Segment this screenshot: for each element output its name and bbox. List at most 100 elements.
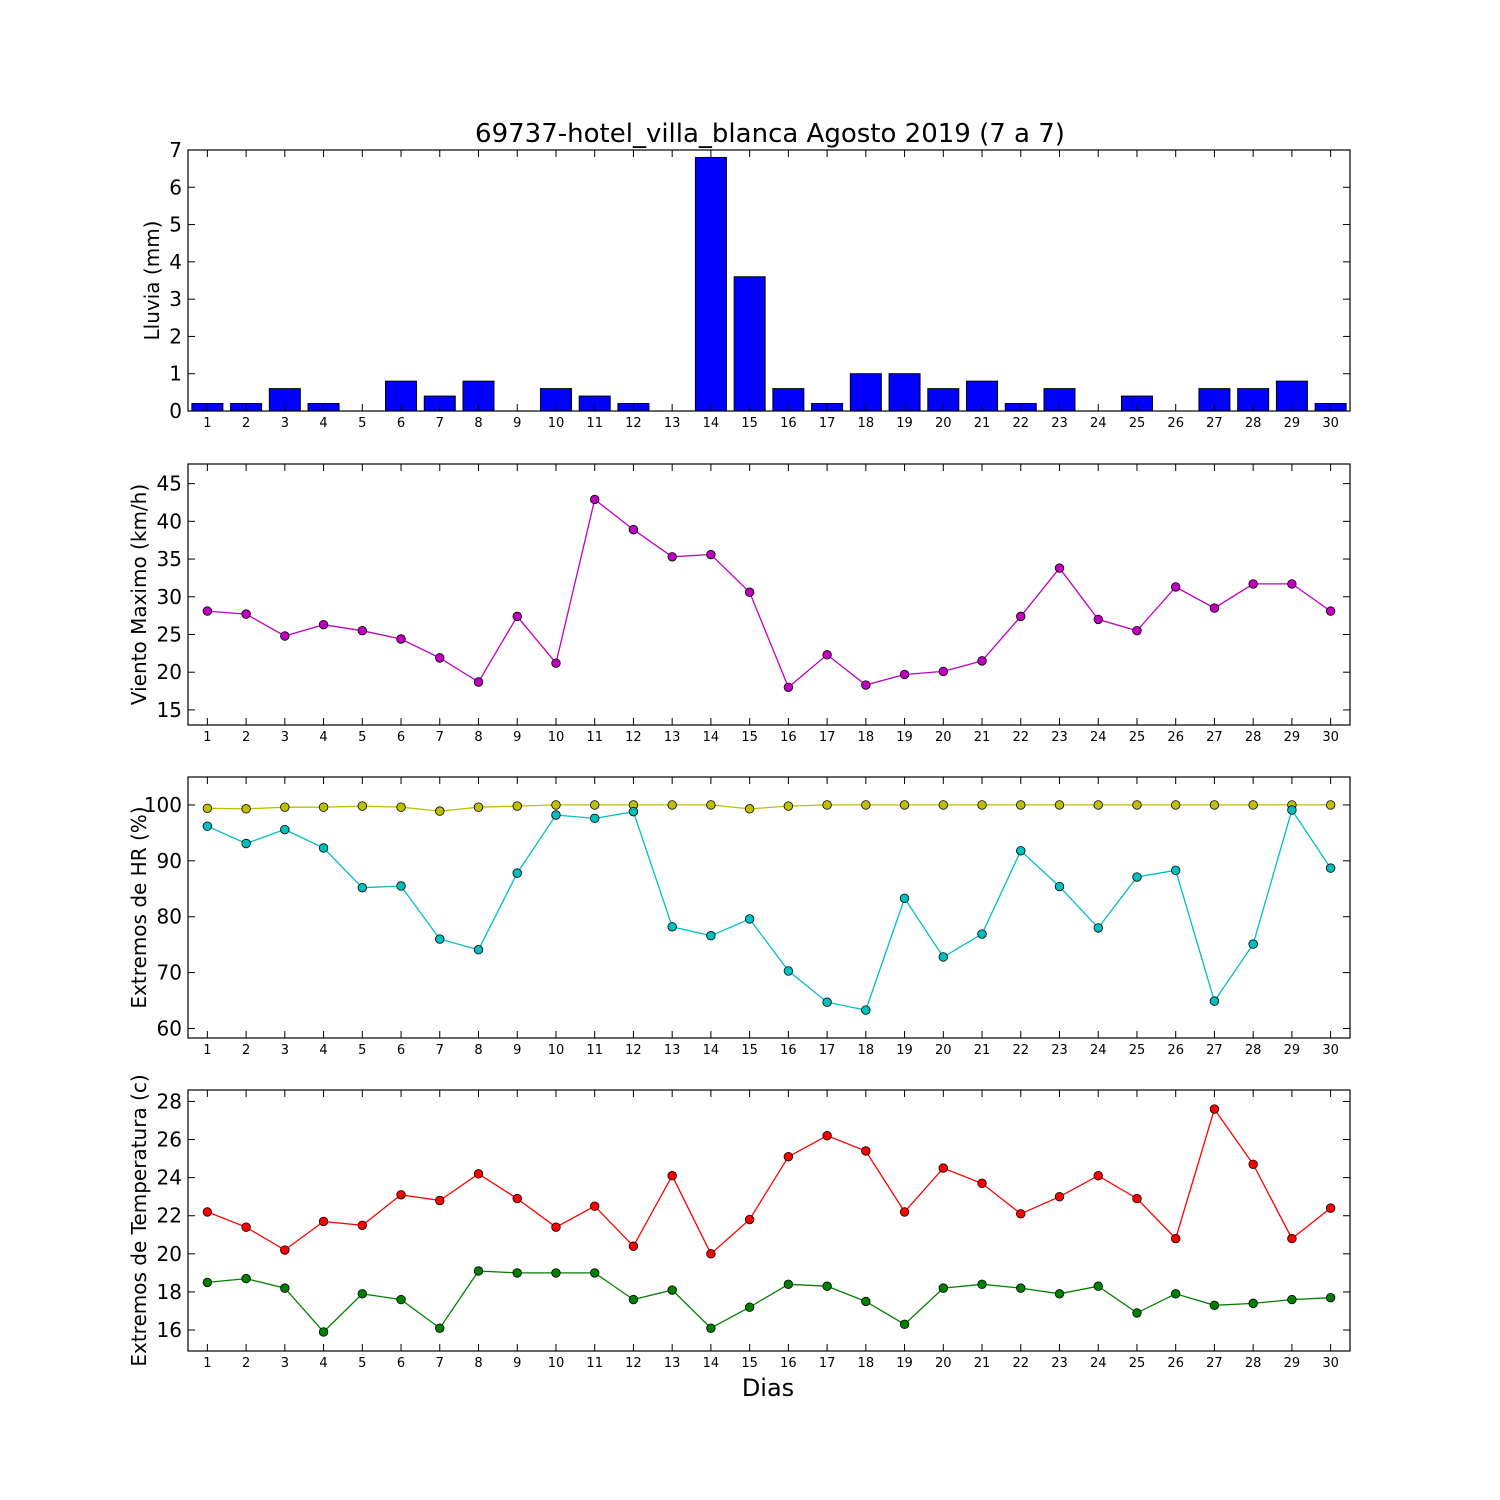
viento-series-1-point-26 (1170, 582, 1181, 592)
temperatura-series-1-point-3 (280, 1245, 290, 1255)
humedad-series-1-point-25 (1132, 800, 1142, 810)
x-tick-label: 22 (1012, 730, 1029, 745)
temperatura-series-2-point-15 (744, 1302, 755, 1312)
humedad-series-1-point-28 (1248, 800, 1258, 810)
temperatura-series-2-point-29 (1287, 1294, 1297, 1305)
x-tick-label: 23 (1051, 416, 1068, 431)
humedad-series-2-point-10 (551, 810, 561, 820)
x-tick-label: 17 (819, 1043, 836, 1058)
x-tick-label: 11 (586, 730, 603, 745)
temperatura-series-1-point-29 (1287, 1233, 1297, 1244)
humedad-series-1-point-5 (357, 801, 368, 811)
x-tick-label: 20 (935, 416, 952, 431)
x-tick-label: 16 (780, 416, 797, 431)
humedad-series-1-point-3 (280, 802, 290, 812)
temperatura-series-1-point-7 (435, 1195, 445, 1206)
viento-series-1-point-8 (473, 677, 484, 687)
humedad-series-2-point-17 (822, 997, 832, 1007)
y-axis-label: Extremos de Temperatura (c) (127, 1074, 151, 1366)
y-tick-label: 35 (157, 547, 182, 571)
axes-frame (187, 1089, 1351, 1352)
x-tick-label: 10 (548, 416, 565, 431)
y-tick-label: 60 (157, 1016, 182, 1040)
x-tick-label: 3 (281, 1356, 289, 1371)
viento-series-1-line (207, 498, 1331, 689)
temperatura-series-1-point-27 (1209, 1104, 1220, 1114)
x-tick-label: 17 (819, 730, 836, 745)
humedad-series-2-line (207, 808, 1332, 1011)
x-tick-label: 8 (474, 1043, 482, 1058)
y-tick-label: 3 (169, 287, 182, 311)
humedad-series-1-point-2 (241, 804, 251, 814)
x-tick-label: 14 (703, 416, 720, 431)
temperatura-series-1-point-28 (1248, 1159, 1258, 1169)
viento-series-1-point-14 (706, 549, 716, 560)
x-tick-label: 14 (703, 1043, 720, 1058)
humedad-series-1-point-14 (706, 800, 716, 810)
temperatura-series-2-point-17 (822, 1281, 832, 1291)
x-tick-label: 7 (436, 730, 444, 745)
y-tick-label: 0 (169, 399, 182, 423)
humedad-series-2-point-2 (241, 838, 251, 849)
temperatura-series-2-point-5 (357, 1289, 368, 1299)
x-tick-label: 7 (436, 1043, 444, 1058)
x-tick-label: 11 (586, 1043, 603, 1058)
humedad-series-2-point-16 (783, 966, 794, 976)
y-tick-label: 16 (157, 1318, 182, 1342)
axes-frame (187, 776, 1351, 1039)
x-tick-label: 6 (397, 1043, 405, 1058)
humedad-series-1-point-4 (318, 802, 329, 812)
x-tick-label: 17 (819, 416, 836, 431)
temperatura-series-1-point-4 (318, 1216, 329, 1227)
temperatura-series-2-point-11 (590, 1268, 600, 1278)
x-tick-label: 20 (935, 1356, 952, 1371)
x-tick-label: 19 (896, 1043, 913, 1058)
x-tick-label: 14 (703, 1356, 720, 1371)
temperatura-series-1-point-1 (202, 1207, 213, 1217)
y-tick-label: 5 (169, 213, 182, 237)
y-tick-label: 26 (157, 1128, 182, 1152)
x-tick-label: 22 (1012, 1356, 1029, 1371)
y-tick-label: 90 (157, 849, 182, 873)
viento-series-1-point-5 (357, 626, 368, 636)
x-tick-label: 8 (474, 1356, 482, 1371)
y-tick-label: 4 (169, 250, 182, 274)
x-tick-label: 1 (203, 416, 211, 431)
x-tick-label: 6 (397, 416, 405, 431)
humedad-series-1-point-6 (396, 802, 406, 812)
humedad-series-2-point-29 (1287, 805, 1297, 815)
viento-series-1-point-21 (977, 656, 987, 666)
humedad-series-2-point-7 (435, 934, 445, 944)
x-tick-label: 23 (1051, 730, 1068, 745)
x-tick-label: 26 (1167, 1356, 1184, 1371)
temperatura-series-2-point-22 (1016, 1283, 1026, 1293)
humedad-series-1-point-19 (899, 800, 910, 810)
humedad-series-1-point-9 (512, 801, 522, 811)
x-tick-label: 21 (974, 730, 991, 745)
x-tick-label: 3 (281, 730, 289, 745)
humedad-series-1-point-18 (861, 800, 871, 810)
axes-frame (187, 463, 1351, 726)
y-tick-label: 22 (157, 1204, 182, 1228)
x-tick-label: 23 (1051, 1043, 1068, 1058)
x-tick-label: 2 (242, 730, 250, 745)
x-tick-label: 30 (1322, 730, 1339, 745)
x-tick-label: 24 (1090, 1043, 1107, 1058)
humedad-series-2-point-27 (1209, 996, 1220, 1006)
viento-series-1-point-20 (938, 666, 949, 677)
x-tick-label: 3 (281, 1043, 289, 1058)
viento-series-1-point-6 (396, 634, 406, 644)
humedad-series-1-point-11 (590, 800, 600, 810)
x-tick-label: 18 (858, 730, 875, 745)
viento-series-1-point-15 (744, 587, 755, 597)
x-tick-label: 25 (1129, 1356, 1146, 1371)
x-tick-label: 9 (513, 416, 521, 431)
bar-day-14 (694, 156, 727, 412)
temperatura-series-1-point-9 (512, 1193, 522, 1204)
temperatura-series-2-point-7 (435, 1323, 445, 1333)
humedad-series-2-point-28 (1248, 939, 1258, 949)
x-tick-label: 9 (513, 1043, 521, 1058)
x-tick-label: 16 (780, 1356, 797, 1371)
temperatura-series-2-point-9 (512, 1268, 522, 1278)
